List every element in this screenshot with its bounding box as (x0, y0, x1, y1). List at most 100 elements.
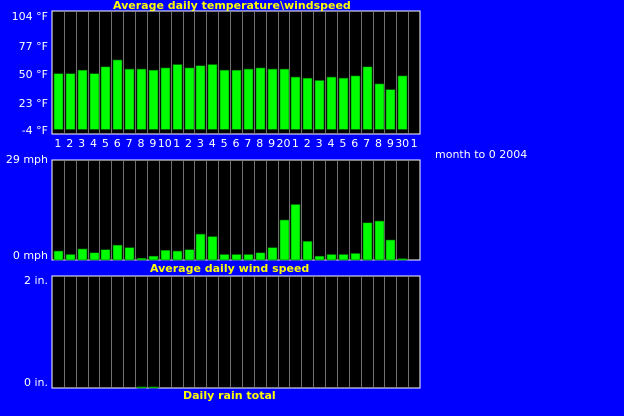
bar (53, 73, 64, 130)
bar (338, 254, 349, 261)
bar (136, 386, 147, 389)
bar (219, 69, 230, 130)
bar (184, 67, 195, 130)
bar (397, 75, 408, 130)
bar (112, 59, 123, 130)
bar (195, 233, 206, 261)
bar (231, 69, 242, 130)
bar (207, 236, 218, 261)
bar (279, 219, 290, 261)
bar (160, 250, 171, 261)
bar (195, 65, 206, 130)
bar (172, 64, 183, 130)
bar (302, 77, 313, 130)
bar (207, 64, 218, 130)
bar (89, 252, 100, 261)
bar (385, 89, 396, 130)
x-tick-label: 1 (54, 137, 61, 150)
bar (231, 254, 242, 261)
x-tick-label: 4 (327, 137, 334, 150)
bar (255, 252, 266, 261)
x-tick-label: 9 (268, 137, 275, 150)
x-tick-label: 6 (233, 137, 240, 150)
bar (385, 239, 396, 261)
x-tick-label: 6 (351, 137, 358, 150)
bar (65, 73, 76, 130)
bar (100, 66, 111, 130)
x-tick-label: 1 (411, 137, 418, 150)
x-tick-label: 5 (102, 137, 109, 150)
bar (148, 255, 159, 261)
x-tick-label: 3 (78, 137, 85, 150)
x-tick-label: 7 (126, 137, 133, 150)
rain-chart-title: Daily rain total (183, 389, 276, 402)
temperature-chart-title: Average daily temperature\windspeed (113, 0, 351, 12)
bar (326, 254, 337, 261)
bar (243, 68, 254, 130)
bar (160, 67, 171, 130)
bar (65, 254, 76, 261)
bar (148, 69, 159, 130)
x-tick-label: 3 (316, 137, 323, 150)
bar (124, 68, 135, 130)
bar (136, 68, 147, 130)
x-tick-label: 1 (292, 137, 299, 150)
x-tick-label: 30 (395, 137, 409, 150)
x-tick-label: 3 (197, 137, 204, 150)
x-tick-label: 2 (304, 137, 311, 150)
y-tick-label: 50 °F (19, 68, 48, 81)
bar (77, 69, 88, 130)
bar (362, 66, 373, 130)
x-tick-label: 9 (387, 137, 394, 150)
x-tick-label: 2 (185, 137, 192, 150)
x-tick-label: 4 (209, 137, 216, 150)
bar (89, 73, 100, 130)
bar (112, 244, 123, 261)
bar (100, 249, 111, 261)
x-tick-label: 1 (173, 137, 180, 150)
x-tick-label: 8 (256, 137, 263, 150)
bar (350, 75, 361, 130)
bar (172, 250, 183, 261)
x-tick-label: 6 (114, 137, 121, 150)
wind-chart-title: Average daily wind speed (150, 262, 310, 275)
x-tick-label: 5 (339, 137, 346, 150)
bar (279, 68, 290, 130)
bar (397, 258, 408, 261)
bar (362, 222, 373, 261)
x-tick-label: 8 (138, 137, 145, 150)
bar (290, 204, 301, 261)
bar (124, 247, 135, 261)
y-tick-label: 104 °F (12, 10, 48, 23)
x-tick-label: 8 (375, 137, 382, 150)
bar (77, 248, 88, 261)
bar (184, 249, 195, 261)
y-tick-label: 0 in. (24, 376, 48, 389)
x-tick-label: 7 (244, 137, 251, 150)
x-tick-label: 10 (158, 137, 172, 150)
y-tick-label: 23 °F (19, 97, 48, 110)
bar (302, 241, 313, 261)
x-tick-label: 7 (363, 137, 370, 150)
y-tick-label: 2 in. (24, 274, 48, 287)
y-tick-label: 29 mph (6, 153, 48, 166)
bar (255, 67, 266, 130)
bar (350, 253, 361, 261)
plot-area-1 (51, 159, 421, 261)
bar (136, 257, 147, 261)
bar (290, 76, 301, 130)
x-tick-label: 9 (149, 137, 156, 150)
y-tick-label: 77 °F (19, 40, 48, 53)
y-tick-label: -4 °F (22, 124, 48, 137)
bar (314, 80, 325, 130)
bar (243, 254, 254, 261)
month-caption: month to 0 2004 (435, 148, 528, 161)
bar (148, 386, 159, 389)
bar (267, 247, 278, 261)
bar (374, 220, 385, 261)
x-tick-label: 2 (66, 137, 73, 150)
bar (314, 255, 325, 261)
bar (267, 68, 278, 130)
